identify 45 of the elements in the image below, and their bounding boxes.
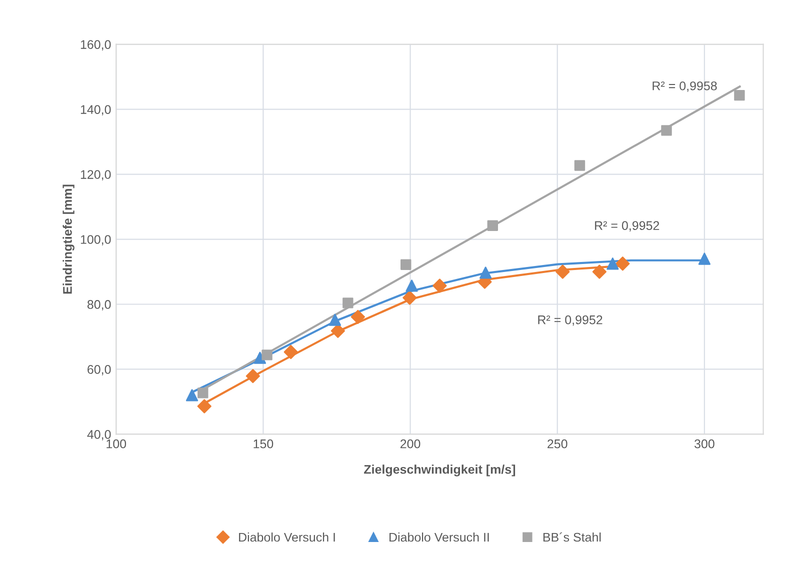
point [400, 259, 412, 270]
point [197, 399, 212, 414]
point [328, 314, 342, 326]
point [198, 388, 208, 398]
annotation: R² = 0,9952 [595, 221, 660, 232]
legend-label: BB´s Stahl [543, 532, 601, 542]
point [487, 220, 498, 231]
point [432, 278, 447, 293]
annotation: R² = 0,9958 [652, 81, 717, 92]
point [606, 258, 619, 270]
y-tick-label: 40,0 [87, 430, 111, 440]
x-tick-label: 150 [254, 439, 274, 448]
annotation: R² = 0,9952 [538, 315, 602, 326]
legend-label: Diabolo Versuch I [239, 532, 335, 542]
point [350, 310, 365, 324]
point [661, 125, 672, 136]
point [406, 280, 418, 292]
point [480, 266, 492, 279]
point [734, 90, 745, 101]
y-tick-label: 160,0 [80, 40, 111, 50]
point [616, 256, 630, 271]
y-tick-label: 60,0 [88, 365, 111, 376]
x-tick-label: 200 [400, 439, 420, 448]
point [556, 264, 570, 279]
point [698, 252, 711, 265]
point [186, 389, 198, 402]
point [574, 160, 586, 171]
y-tick-label: 80,0 [87, 300, 111, 310]
y-tick-label: 120,0 [80, 170, 111, 180]
y-axis-title: Eindringtiefe [mm] [62, 184, 74, 294]
point [284, 344, 298, 360]
point [342, 298, 354, 308]
point [246, 368, 260, 384]
x-tick-label: 300 [694, 439, 714, 448]
point [262, 350, 272, 360]
y-tick-label: 140,0 [80, 105, 111, 116]
point [402, 290, 417, 305]
x-tick-label: 250 [548, 439, 568, 448]
legend-label: Diabolo Versuch II [390, 532, 489, 542]
point [330, 324, 345, 338]
point [592, 264, 606, 279]
y-tick-label: 100,0 [80, 235, 111, 246]
x-tick-label: 100 [106, 439, 126, 448]
point [254, 352, 266, 364]
x-axis-title: Zielgeschwindigkeit [m/s] [364, 464, 516, 476]
